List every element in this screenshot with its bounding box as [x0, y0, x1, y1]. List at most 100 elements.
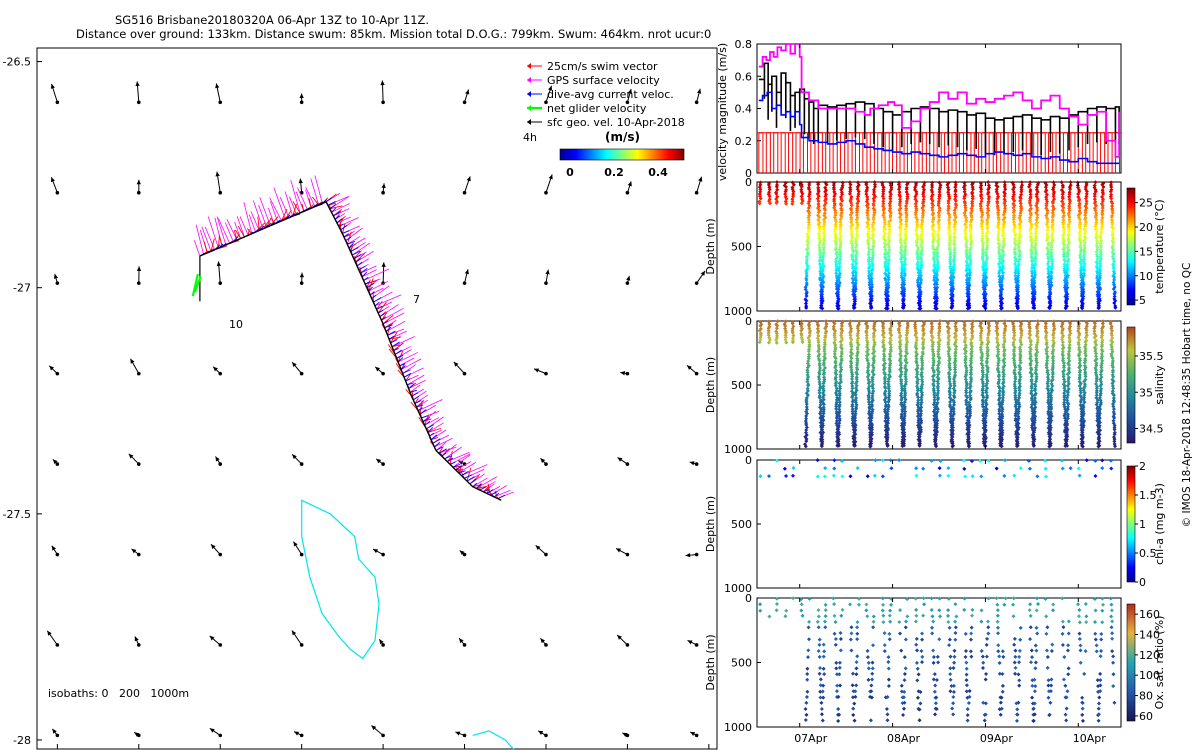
geo-vector-origin: [136, 552, 141, 557]
section-point: [995, 201, 1000, 206]
section-point: [930, 212, 935, 217]
velocity-ytick-label: 0.2: [735, 135, 753, 148]
current-vector: [399, 363, 406, 367]
section-point: [983, 298, 988, 303]
section-point: [915, 256, 920, 261]
section-point: [804, 259, 809, 264]
current-vector: [334, 215, 340, 220]
section-point: [882, 217, 887, 222]
section-point: [897, 208, 902, 213]
section-point: [849, 224, 854, 229]
section-point: [885, 306, 890, 311]
section-ytick-label: 500: [731, 241, 752, 254]
current-vector: [364, 281, 370, 285]
section-point: [823, 194, 828, 199]
section-point: [914, 228, 919, 233]
section-point: [918, 304, 923, 309]
section-point: [817, 233, 822, 238]
section-point: [882, 252, 887, 257]
section-point: [849, 203, 854, 208]
section-point: [886, 277, 891, 282]
map-ytick-label: -27.5: [3, 508, 31, 521]
geo-vector-head: [47, 630, 52, 636]
current-vector: [381, 316, 387, 321]
geo-vector-head: [130, 358, 135, 364]
section-point: [831, 180, 836, 185]
section-point: [920, 211, 925, 216]
gps-vector: [269, 197, 282, 222]
section-point: [978, 201, 983, 206]
velocity-ytick-label: 0: [745, 167, 752, 180]
current-vector: [421, 415, 428, 419]
section-colorbar: [1126, 326, 1136, 444]
velocity-ytick-label: 0.8: [735, 38, 753, 51]
gps-vector: [400, 358, 422, 370]
geo-vector-origin: [694, 733, 699, 738]
section-point: [997, 256, 1002, 261]
section-point: [1001, 222, 1006, 227]
geo-vector-origin: [462, 190, 467, 195]
section-point: [952, 238, 957, 243]
section-point: [883, 238, 888, 243]
geo-vector-origin: [462, 552, 467, 557]
section-point: [904, 215, 909, 220]
section-point: [898, 194, 903, 199]
section-point: [850, 254, 855, 259]
current-vector: [412, 395, 420, 401]
section-point: [823, 207, 828, 212]
section-point: [848, 189, 853, 194]
section-point: [899, 271, 904, 276]
legend-label: GPS surface velocity: [547, 74, 660, 87]
section-point: [850, 266, 855, 271]
geo-vector-head: [215, 83, 220, 89]
geostrophic-vector-field: [46, 80, 706, 738]
geo-vector-origin: [462, 100, 467, 105]
section-point: [806, 220, 811, 225]
current-vector: [369, 291, 375, 296]
current-vector: [351, 250, 361, 256]
gps-vector: [408, 379, 426, 389]
geo-vector-origin: [55, 281, 60, 285]
section-point: [985, 238, 990, 243]
section-point: [914, 189, 919, 194]
geo-vector-origin: [381, 190, 385, 195]
geo-vector-head: [617, 635, 622, 640]
section-point: [980, 227, 985, 232]
geo-vector-head: [292, 362, 297, 368]
section-point: [1001, 224, 1006, 229]
section-point: [853, 239, 858, 244]
geo-vector-origin: [218, 462, 223, 466]
swim-vector: [203, 241, 208, 253]
current-vector: [371, 294, 377, 299]
section-point: [821, 224, 826, 229]
gps-vector: [234, 221, 242, 239]
gps-vector: [297, 187, 308, 210]
section-point: [953, 215, 958, 220]
section-point: [983, 278, 988, 283]
section-point: [898, 226, 903, 231]
section-point: [816, 182, 821, 187]
gps-vector: [239, 216, 249, 236]
section-point: [950, 294, 955, 299]
section-point: [864, 182, 869, 187]
section-colorbar-label: salinity: [1153, 365, 1166, 405]
geo-vector-origin: [625, 190, 630, 195]
current-vector: [360, 268, 368, 274]
geo-vector-head: [135, 81, 140, 87]
glider-vectors: [191, 175, 514, 501]
section-point: [979, 187, 984, 192]
current-vector: [366, 282, 375, 289]
section-point: [981, 259, 986, 264]
section-point: [853, 245, 858, 250]
swim-vector: [308, 198, 312, 209]
section-point: [819, 301, 824, 306]
gps-vector: [201, 226, 212, 252]
gps-vector: [216, 216, 227, 245]
section-point: [804, 305, 809, 310]
geo-vector-origin: [694, 190, 699, 195]
section-colorbar-tick-label: 10: [1139, 270, 1153, 283]
section-point: [833, 259, 838, 264]
section-point: [897, 197, 902, 202]
section-point: [774, 201, 779, 206]
section-point: [986, 196, 991, 201]
